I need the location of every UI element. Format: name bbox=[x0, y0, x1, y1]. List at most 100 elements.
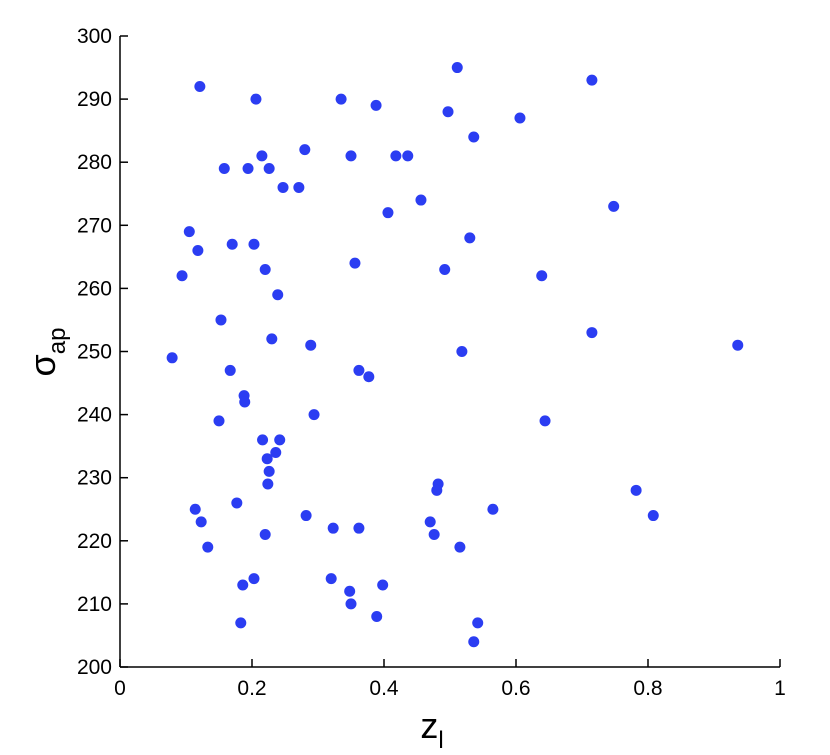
point bbox=[390, 150, 402, 162]
point bbox=[308, 409, 320, 421]
x-axis-label: zl bbox=[420, 705, 443, 754]
point bbox=[270, 446, 282, 458]
point bbox=[293, 181, 305, 193]
point bbox=[195, 516, 207, 528]
point bbox=[382, 207, 394, 219]
point bbox=[370, 99, 382, 111]
point bbox=[183, 226, 195, 238]
point bbox=[263, 163, 275, 175]
x-label-main: z bbox=[420, 705, 438, 746]
point bbox=[630, 484, 642, 496]
point bbox=[266, 333, 278, 345]
y-tick-label: 200 bbox=[77, 656, 112, 679]
point bbox=[468, 131, 480, 143]
point bbox=[274, 434, 286, 446]
point bbox=[468, 636, 480, 648]
point bbox=[732, 339, 744, 351]
point bbox=[363, 371, 375, 383]
point bbox=[263, 465, 275, 477]
point bbox=[325, 573, 337, 585]
point bbox=[239, 396, 251, 408]
point bbox=[424, 516, 436, 528]
y-label-main: σ bbox=[22, 354, 63, 376]
point bbox=[402, 150, 414, 162]
point bbox=[259, 528, 271, 540]
point bbox=[431, 484, 443, 496]
point bbox=[456, 346, 468, 357]
point bbox=[261, 453, 273, 465]
point bbox=[345, 150, 357, 162]
point bbox=[371, 611, 383, 623]
point bbox=[224, 364, 236, 376]
point bbox=[487, 503, 499, 515]
y-tick-label: 290 bbox=[77, 88, 112, 111]
point bbox=[442, 106, 454, 118]
point bbox=[213, 415, 225, 427]
point bbox=[428, 528, 440, 540]
point bbox=[377, 579, 389, 591]
point bbox=[189, 503, 201, 515]
x-tick-label: 0.6 bbox=[501, 677, 530, 700]
point bbox=[237, 579, 249, 591]
point bbox=[451, 62, 463, 74]
point bbox=[248, 238, 260, 250]
y-tick-label: 250 bbox=[77, 341, 112, 364]
point bbox=[272, 289, 284, 301]
point bbox=[586, 327, 598, 339]
point bbox=[454, 541, 466, 553]
point bbox=[608, 200, 620, 212]
point bbox=[262, 478, 274, 490]
x-tick-label: 0.4 bbox=[369, 677, 399, 700]
point bbox=[215, 314, 227, 326]
point bbox=[231, 497, 243, 509]
x-tick-label: 1 bbox=[774, 677, 786, 700]
point bbox=[242, 163, 254, 175]
point bbox=[176, 270, 188, 282]
point bbox=[349, 257, 361, 269]
x-tick-label: 0.8 bbox=[633, 677, 662, 700]
y-tick-label: 280 bbox=[77, 151, 112, 174]
point bbox=[539, 415, 551, 427]
point bbox=[299, 144, 311, 156]
point bbox=[464, 232, 476, 244]
point bbox=[472, 617, 484, 629]
point bbox=[300, 510, 312, 522]
y-tick-label: 300 bbox=[77, 25, 112, 48]
point bbox=[250, 93, 262, 105]
x-tick-label: 0 bbox=[114, 677, 126, 700]
point bbox=[353, 364, 365, 376]
y-label-sub: ap bbox=[44, 328, 71, 355]
point bbox=[218, 163, 230, 175]
point bbox=[248, 573, 260, 585]
point bbox=[192, 245, 204, 257]
point bbox=[345, 598, 357, 610]
y-axis-label: σap bbox=[22, 328, 71, 377]
point bbox=[256, 150, 268, 162]
y-tick-label: 270 bbox=[77, 214, 112, 237]
point bbox=[353, 522, 365, 534]
x-tick-label: 0.2 bbox=[237, 677, 266, 700]
point bbox=[536, 270, 548, 282]
x-label-sub: l bbox=[438, 727, 443, 754]
point bbox=[194, 80, 206, 92]
y-tick-label: 230 bbox=[77, 467, 112, 490]
point bbox=[586, 74, 598, 86]
point bbox=[514, 112, 526, 124]
point bbox=[439, 263, 451, 275]
point bbox=[259, 263, 271, 275]
point bbox=[257, 434, 269, 446]
y-tick-label: 240 bbox=[77, 404, 112, 427]
point bbox=[202, 541, 214, 553]
point bbox=[226, 238, 238, 250]
y-tick-label: 210 bbox=[77, 593, 112, 616]
point bbox=[344, 585, 356, 597]
point bbox=[166, 352, 178, 364]
y-tick-label: 220 bbox=[77, 530, 112, 553]
point bbox=[235, 617, 247, 629]
point bbox=[305, 339, 317, 351]
point bbox=[277, 181, 289, 193]
point bbox=[335, 93, 347, 105]
point bbox=[415, 194, 427, 206]
point bbox=[327, 522, 339, 534]
